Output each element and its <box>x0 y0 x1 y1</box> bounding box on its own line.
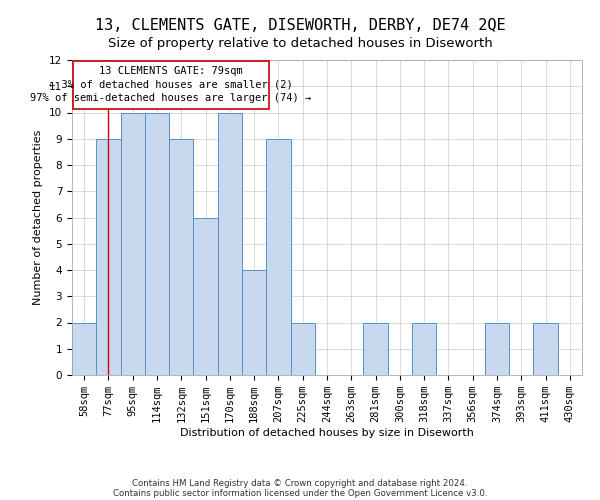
FancyBboxPatch shape <box>73 62 269 108</box>
Text: ← 3% of detached houses are smaller (2): ← 3% of detached houses are smaller (2) <box>49 80 293 90</box>
Bar <box>193 218 218 375</box>
Text: Size of property relative to detached houses in Diseworth: Size of property relative to detached ho… <box>107 38 493 51</box>
Bar <box>96 138 121 375</box>
Bar <box>533 322 558 375</box>
Text: Contains HM Land Registry data © Crown copyright and database right 2024.: Contains HM Land Registry data © Crown c… <box>132 478 468 488</box>
Text: Contains public sector information licensed under the Open Government Licence v3: Contains public sector information licen… <box>113 488 487 498</box>
Text: 13, CLEMENTS GATE, DISEWORTH, DERBY, DE74 2QE: 13, CLEMENTS GATE, DISEWORTH, DERBY, DE7… <box>95 18 505 32</box>
X-axis label: Distribution of detached houses by size in Diseworth: Distribution of detached houses by size … <box>180 428 474 438</box>
Bar <box>121 112 145 375</box>
Bar <box>218 112 242 375</box>
Bar <box>242 270 266 375</box>
Bar <box>485 322 509 375</box>
Text: 97% of semi-detached houses are larger (74) →: 97% of semi-detached houses are larger (… <box>31 93 311 103</box>
Y-axis label: Number of detached properties: Number of detached properties <box>34 130 43 305</box>
Bar <box>72 322 96 375</box>
Bar <box>266 138 290 375</box>
Bar <box>145 112 169 375</box>
Text: 13 CLEMENTS GATE: 79sqm: 13 CLEMENTS GATE: 79sqm <box>99 66 243 76</box>
Bar <box>169 138 193 375</box>
Bar <box>412 322 436 375</box>
Bar <box>290 322 315 375</box>
Bar <box>364 322 388 375</box>
